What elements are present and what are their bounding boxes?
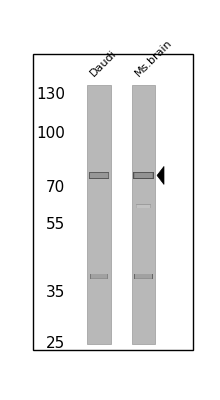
Text: 25: 25 [46, 336, 65, 351]
Bar [134, 274, 153, 279]
Bar [135, 274, 152, 278]
Bar [133, 172, 154, 179]
Bar [136, 204, 151, 208]
Bar [90, 173, 108, 178]
Bar [135, 274, 152, 279]
Bar [137, 205, 150, 208]
Bar [89, 172, 109, 179]
Bar [134, 173, 152, 178]
Bar [91, 274, 107, 278]
Bar [136, 204, 151, 208]
Bar [90, 274, 108, 279]
Bar [137, 205, 150, 208]
Bar [133, 172, 154, 179]
Bar [136, 205, 150, 208]
Bar [136, 204, 151, 208]
Bar [135, 274, 152, 279]
Text: 55: 55 [46, 217, 65, 232]
Bar [135, 173, 152, 178]
Bar [91, 274, 108, 279]
Bar [132, 85, 155, 344]
Bar [134, 172, 153, 178]
Bar [89, 172, 109, 179]
Bar [87, 85, 111, 344]
Text: 100: 100 [36, 126, 65, 142]
Bar [134, 173, 153, 178]
Bar [89, 172, 109, 178]
Text: 130: 130 [36, 87, 65, 102]
Text: 35: 35 [46, 285, 65, 300]
Bar [135, 274, 152, 278]
Bar [134, 274, 152, 279]
Bar [134, 172, 153, 178]
Bar [134, 172, 153, 178]
Bar [90, 274, 108, 279]
Bar [134, 274, 153, 279]
Bar [90, 173, 108, 178]
Text: Daudi: Daudi [89, 48, 119, 79]
Bar [91, 274, 107, 278]
Bar [136, 205, 150, 208]
Bar [90, 173, 108, 178]
Bar [90, 172, 109, 178]
Text: Ms.brain: Ms.brain [133, 38, 174, 79]
Polygon shape [157, 166, 164, 184]
Bar [90, 172, 109, 178]
Bar [90, 274, 108, 279]
Text: 70: 70 [46, 180, 65, 195]
Bar [90, 274, 108, 279]
Bar [135, 274, 152, 279]
Bar [136, 204, 151, 208]
Bar [90, 274, 108, 279]
